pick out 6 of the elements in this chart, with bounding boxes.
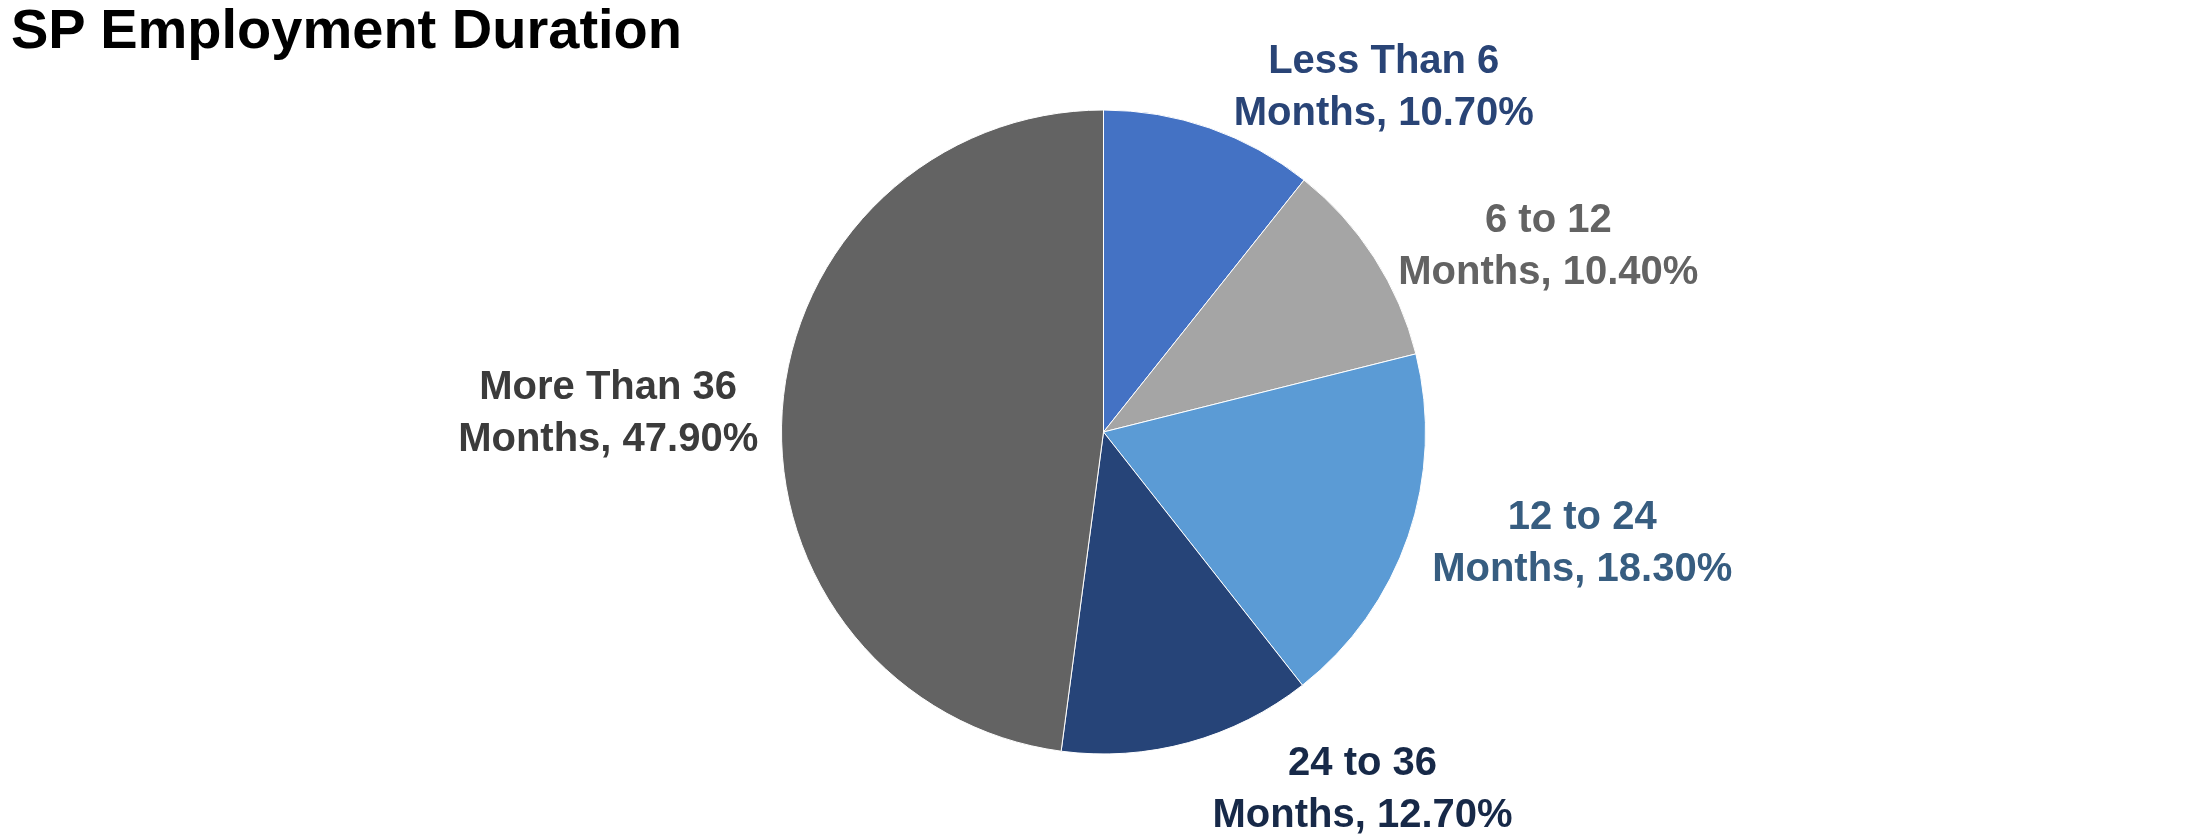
chart-title: SP Employment Duration [10, 0, 683, 60]
slice-label: More Than 36 Months, 47.90% [458, 362, 759, 459]
slice-label: 12 to 24 Months, 18.30% [1432, 493, 1733, 590]
slice-label: 24 to 36 Months, 12.70% [1212, 739, 1513, 836]
slice-label: 6 to 12 Months, 10.40% [1398, 195, 1699, 292]
slice-label: Less Than 6 Months, 10.70% [1233, 37, 1534, 134]
